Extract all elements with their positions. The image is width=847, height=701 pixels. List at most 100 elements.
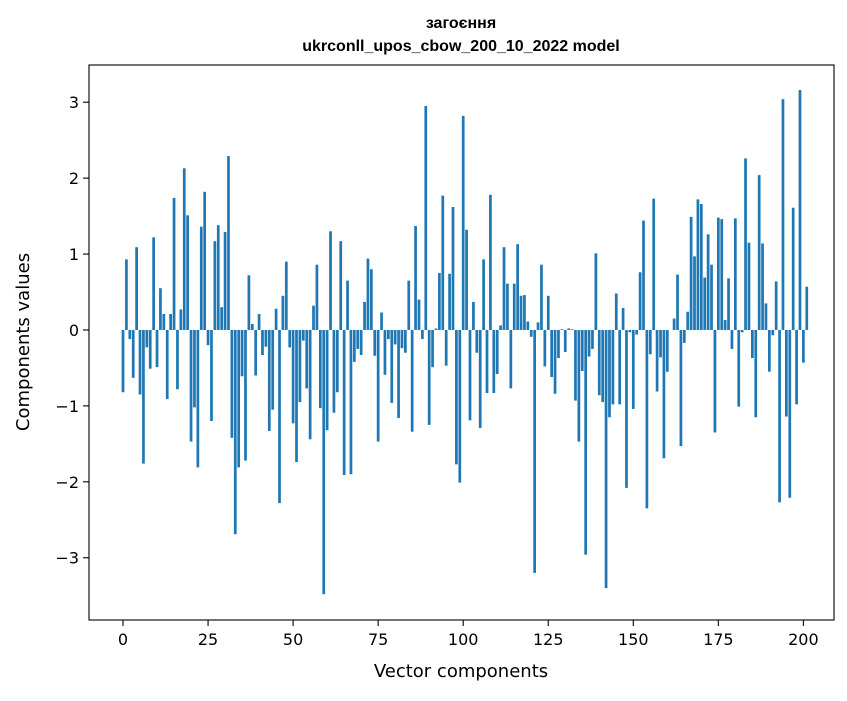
bar-component-174 xyxy=(714,330,717,433)
bar-component-56 xyxy=(312,306,315,330)
bar-component-191 xyxy=(771,330,774,335)
bar-component-15 xyxy=(173,198,176,330)
bar-component-21 xyxy=(193,330,196,407)
bar-component-148 xyxy=(625,330,628,488)
bar-component-199 xyxy=(799,90,802,330)
bar-component-167 xyxy=(690,217,693,330)
bar-component-175 xyxy=(717,218,720,330)
bar-component-159 xyxy=(663,330,666,458)
bar-component-166 xyxy=(686,312,689,330)
bar-component-45 xyxy=(275,309,278,330)
bar-component-12 xyxy=(162,314,165,330)
bar-component-19 xyxy=(186,215,189,330)
bar-component-54 xyxy=(305,330,308,388)
bar-component-131 xyxy=(567,328,570,330)
bar-component-95 xyxy=(445,330,448,366)
bar-component-183 xyxy=(744,158,747,330)
bar-component-145 xyxy=(615,294,618,330)
bar-component-80 xyxy=(394,330,397,344)
bar-component-109 xyxy=(492,330,495,393)
bar-component-112 xyxy=(503,247,506,330)
bar-component-2 xyxy=(128,330,131,339)
bar-component-124 xyxy=(543,330,546,366)
bar-component-115 xyxy=(513,284,516,330)
bar-component-151 xyxy=(635,330,638,335)
bar-component-75 xyxy=(377,330,380,442)
bar-component-79 xyxy=(390,330,393,403)
bar-component-37 xyxy=(248,275,251,330)
x-tick-label: 200 xyxy=(788,630,819,649)
y-tick-label: 0 xyxy=(69,321,79,340)
bar-component-133 xyxy=(574,330,577,401)
bar-component-99 xyxy=(458,330,461,483)
bar-component-91 xyxy=(431,330,434,367)
bar-component-71 xyxy=(363,302,366,330)
x-tick-label: 125 xyxy=(533,630,564,649)
bar-component-162 xyxy=(673,319,676,330)
x-tick-label: 50 xyxy=(283,630,303,649)
bar-component-180 xyxy=(734,218,737,330)
bar-component-72 xyxy=(367,259,370,330)
bar-component-155 xyxy=(649,330,652,354)
bar-component-63 xyxy=(336,330,339,392)
bar-component-51 xyxy=(295,330,298,462)
bar-component-67 xyxy=(350,330,353,474)
bar-component-113 xyxy=(506,284,509,330)
x-tick-label: 0 xyxy=(118,630,128,649)
bar-component-173 xyxy=(710,265,713,330)
bar-component-158 xyxy=(659,330,662,357)
bar-component-87 xyxy=(418,300,421,330)
bar-component-31 xyxy=(227,156,230,330)
bar-component-114 xyxy=(509,330,512,388)
bar-component-139 xyxy=(595,253,598,330)
bar-component-126 xyxy=(550,330,553,377)
bar-component-127 xyxy=(554,330,557,394)
bar-component-181 xyxy=(737,330,740,407)
bar-component-132 xyxy=(571,329,574,330)
bar-component-89 xyxy=(424,106,427,330)
bar-component-92 xyxy=(435,328,438,330)
bar-component-100 xyxy=(462,116,465,330)
bar-component-25 xyxy=(207,330,210,345)
bar-component-150 xyxy=(632,330,635,409)
bar-component-165 xyxy=(683,330,686,343)
bar-component-187 xyxy=(758,175,761,330)
bar-component-69 xyxy=(356,330,359,349)
bar-component-186 xyxy=(754,330,757,417)
bar-component-128 xyxy=(557,330,560,358)
bar-component-59 xyxy=(322,330,325,594)
bar-component-117 xyxy=(520,296,523,330)
bar-component-85 xyxy=(411,330,414,432)
bar-component-13 xyxy=(166,330,169,399)
bar-component-61 xyxy=(329,231,332,330)
bar-component-20 xyxy=(190,330,193,442)
bar-component-108 xyxy=(489,195,492,330)
bar-component-170 xyxy=(700,204,703,330)
bar-component-86 xyxy=(414,226,417,330)
x-tick-label: 75 xyxy=(368,630,388,649)
bar-component-156 xyxy=(652,199,655,330)
bar-component-73 xyxy=(370,269,373,330)
bar-component-169 xyxy=(697,199,700,330)
bar-component-164 xyxy=(680,330,683,446)
bar-component-32 xyxy=(231,330,234,438)
y-axis-label: Components values xyxy=(13,253,34,431)
bar-component-34 xyxy=(237,330,240,467)
bar-component-28 xyxy=(217,225,220,330)
bar-component-39 xyxy=(254,330,257,376)
y-tick-label: −2 xyxy=(55,473,79,492)
bar-component-83 xyxy=(404,330,407,353)
bar-component-118 xyxy=(523,295,526,330)
bar-component-97 xyxy=(452,207,455,330)
bar-component-125 xyxy=(547,296,550,330)
bar-component-198 xyxy=(795,330,798,404)
bar-component-147 xyxy=(622,308,625,330)
bar-component-30 xyxy=(224,232,227,330)
bar-component-14 xyxy=(169,314,172,330)
bar-component-123 xyxy=(540,265,543,330)
bar-component-172 xyxy=(707,234,710,330)
x-axis-label: Vector components xyxy=(374,661,548,682)
bar-component-94 xyxy=(441,196,444,330)
bar-component-53 xyxy=(302,330,305,341)
x-tick-label: 25 xyxy=(198,630,218,649)
